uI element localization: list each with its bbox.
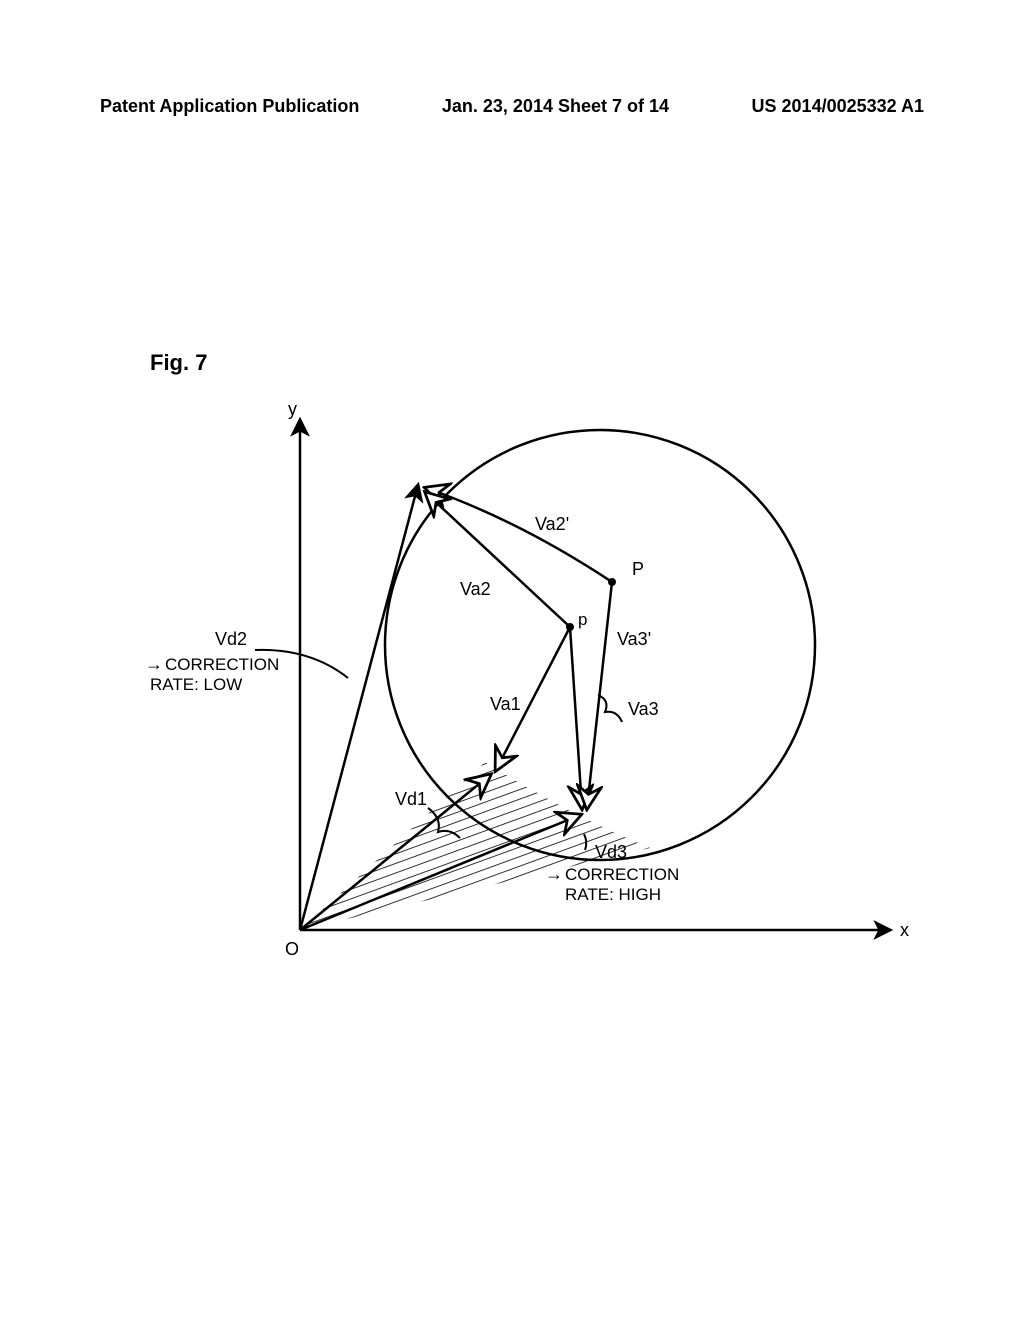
label-big-p: P [632, 559, 644, 579]
label-vd2-arrow: → [145, 654, 163, 674]
label-vd2-line2: RATE: LOW [150, 675, 242, 694]
label-vd3-line2: RATE: HIGH [565, 885, 661, 904]
label-y-axis: y [288, 399, 297, 419]
label-vd1: Vd1 [395, 789, 427, 809]
label-x-axis: x [900, 920, 909, 940]
label-vd3-line1: CORRECTION [565, 865, 679, 884]
label-va2-prime: Va2' [535, 514, 569, 534]
label-vd2: Vd2 [215, 629, 247, 649]
brace-va3 [598, 695, 622, 722]
label-small-p: p [578, 610, 587, 629]
label-origin: O [285, 939, 299, 959]
figure-label: Fig. 7 [150, 350, 207, 376]
header-center: Jan. 23, 2014 Sheet 7 of 14 [442, 96, 669, 117]
vector-va2-prime [426, 488, 612, 582]
header: Patent Application Publication Jan. 23, … [100, 96, 924, 117]
label-va2: Va2 [460, 579, 491, 599]
page: Patent Application Publication Jan. 23, … [0, 0, 1024, 1320]
header-right: US 2014/0025332 A1 [752, 96, 924, 117]
label-vd3: Vd3 [595, 842, 627, 862]
label-va3: Va3 [628, 699, 659, 719]
vector-va3 [570, 627, 582, 808]
label-vd3-arrow: → [545, 864, 563, 884]
point-small-p [566, 623, 574, 631]
figure-diagram: y x O Va2' P Va2 p Va3' Va1 Va3 Vd1 Vd2 … [90, 390, 920, 980]
label-va3-prime: Va3' [617, 629, 651, 649]
header-left: Patent Application Publication [100, 96, 359, 117]
point-big-p [608, 578, 616, 586]
label-vd2-line1: CORRECTION [165, 655, 279, 674]
label-va1: Va1 [490, 694, 521, 714]
